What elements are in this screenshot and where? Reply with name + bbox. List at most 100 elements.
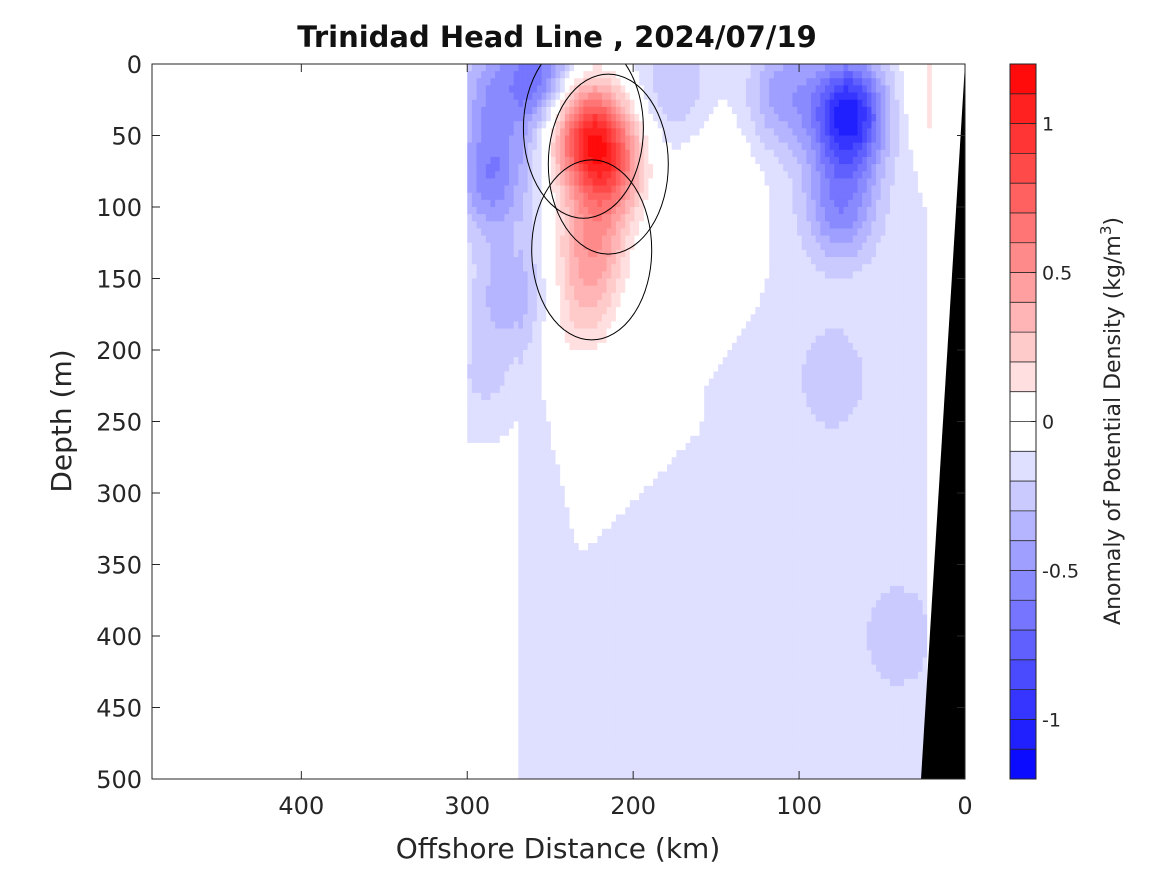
density-cell [657, 414, 663, 423]
density-cell [653, 407, 659, 415]
density-cell [499, 278, 506, 287]
density-cell [899, 214, 905, 222]
density-cell [713, 414, 719, 423]
density-cell [657, 142, 663, 151]
density-cell [625, 414, 631, 423]
density-cell [755, 114, 761, 122]
density-cell [778, 99, 784, 108]
density-cell [499, 221, 506, 230]
density-cell [471, 400, 478, 408]
density-cell [485, 242, 492, 251]
density-cell [894, 378, 900, 387]
density-cell [801, 149, 807, 158]
density-cell [838, 385, 845, 394]
density-cell [657, 64, 663, 72]
density-cell [792, 335, 798, 344]
density-cell [615, 392, 622, 401]
density-cell [871, 364, 877, 373]
density-cell [783, 321, 789, 330]
density-cell [718, 128, 724, 137]
density-cell [611, 257, 617, 265]
density-cell [680, 64, 687, 72]
density-cell [569, 335, 575, 344]
density-cell [485, 207, 492, 215]
density-cell [490, 385, 496, 394]
density-cell [699, 99, 705, 108]
density-cell [671, 414, 677, 423]
density-cell [894, 328, 900, 337]
density-cell [871, 106, 877, 115]
density-cell [481, 185, 487, 194]
density-cell [727, 64, 733, 72]
density-cell [690, 385, 696, 394]
density-cell [741, 228, 747, 237]
density-cell [615, 171, 622, 179]
density-cell [667, 299, 673, 308]
density-cell [922, 207, 928, 215]
density-cell [653, 400, 659, 408]
density-cell [564, 235, 571, 244]
density-cell [913, 164, 919, 172]
density-cell [699, 92, 705, 101]
density-cell [899, 249, 905, 258]
density-cell [890, 221, 896, 230]
density-cell [732, 271, 738, 280]
density-cell [471, 199, 478, 208]
density-cell [913, 314, 919, 322]
density-cell [806, 342, 812, 351]
density-cell [532, 357, 538, 365]
density-cell [527, 328, 533, 337]
density-cell [513, 364, 519, 373]
density-cell [876, 285, 882, 294]
density-cell [764, 221, 770, 230]
density-cell [824, 149, 831, 158]
density-cell [476, 321, 482, 330]
density-cell [783, 71, 789, 79]
density-cell [801, 307, 807, 315]
density-cell [708, 392, 715, 401]
density-cell [550, 128, 557, 137]
density-cell [690, 149, 696, 158]
density-cell [801, 221, 807, 230]
density-cell [759, 71, 766, 79]
density-cell [676, 364, 682, 373]
density-cell [722, 164, 729, 172]
density-cell [732, 299, 738, 308]
density-cell [848, 299, 854, 308]
density-cell [504, 371, 510, 380]
density-cell [843, 328, 849, 337]
density-cell [755, 357, 761, 365]
density-cell [834, 378, 840, 387]
density-cell [499, 171, 506, 179]
density-cell [606, 135, 612, 144]
density-cell [713, 221, 719, 230]
density-cell [745, 121, 752, 129]
density-cell [639, 278, 645, 287]
density-cell [899, 199, 905, 208]
density-cell [578, 285, 584, 294]
density-cell [685, 164, 691, 172]
density-cell [569, 285, 575, 294]
density-cell [611, 114, 617, 122]
density-cell [899, 342, 905, 351]
density-cell [829, 378, 835, 387]
density-cell [690, 371, 696, 380]
density-cell [713, 171, 719, 179]
density-cell [797, 350, 803, 358]
density-cell [769, 192, 775, 201]
density-cell [592, 378, 598, 387]
density-cell [732, 342, 738, 351]
density-cell [625, 342, 631, 351]
density-cell [890, 164, 896, 172]
density-cell [564, 264, 571, 272]
density-cell [708, 414, 715, 423]
density-cell [611, 221, 617, 230]
density-cell [606, 364, 612, 373]
density-cell [504, 414, 510, 423]
density-cell [532, 342, 538, 351]
density-cell [611, 371, 617, 380]
density-cell [903, 350, 910, 358]
density-cell [815, 400, 821, 408]
density-cell [597, 185, 603, 194]
density-cell [694, 99, 701, 108]
